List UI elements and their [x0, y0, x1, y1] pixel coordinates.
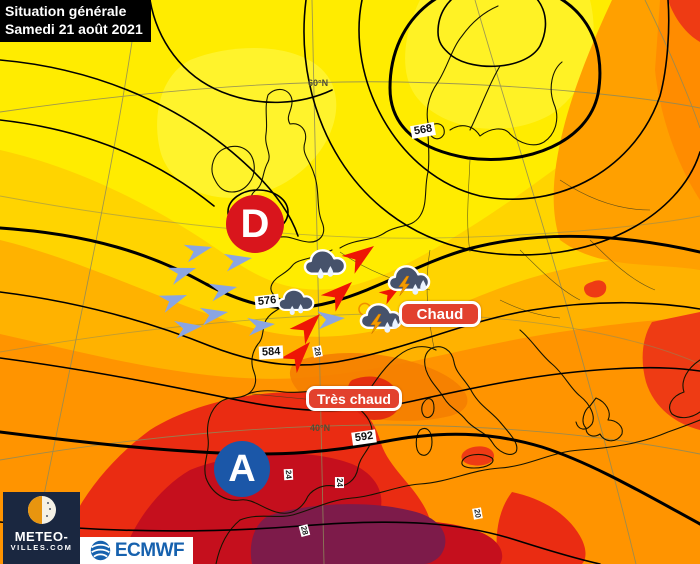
- iso-label-28: 28: [312, 345, 323, 358]
- map-title-block: Situation générale Samedi 21 août 2021: [0, 0, 151, 42]
- warm-air-arrows: [280, 246, 400, 374]
- latitude-label-60n: 60°N: [308, 78, 329, 88]
- ecmwf-wordmark: ECMWF: [114, 539, 185, 561]
- meteovilles-logo: METEO- VILLES.COM: [3, 492, 80, 564]
- storm-cloud-icon: [387, 265, 431, 296]
- very-warm-label-text: Très chaud: [317, 390, 391, 407]
- warm-label-text: Chaud: [416, 305, 464, 323]
- sun-storm-cloud-icon: [358, 302, 403, 334]
- meteovilles-sun-moon-icon: [27, 496, 56, 524]
- iso-label-20: 20: [472, 507, 483, 520]
- latitude-label-40n: 40°N: [310, 423, 331, 433]
- map-title: Situation générale: [5, 3, 127, 19]
- iso-label-24: 24: [334, 477, 344, 488]
- cool-air-arrows: [158, 244, 345, 339]
- contour-label-584: 584: [258, 345, 284, 360]
- meteovilles-wordmark: METEO-: [14, 529, 69, 544]
- warm-label: Chaud: [399, 301, 481, 327]
- depression-letter: D: [240, 201, 270, 246]
- depression-symbol: D: [226, 195, 284, 253]
- meteovilles-wordmark-sub: VILLES.COM: [10, 543, 73, 552]
- coastlines: [204, 5, 700, 564]
- anticyclone-symbol: A: [214, 441, 270, 497]
- rain-cloud-icon: [277, 288, 315, 316]
- map-date: Samedi 21 août 2021: [5, 21, 143, 37]
- very-warm-label: Très chaud: [306, 386, 402, 411]
- ecmwf-globe-icon: [90, 540, 111, 561]
- iso-label-24: 24: [283, 468, 294, 481]
- anticyclone-letter: A: [228, 447, 256, 490]
- ecmwf-logo: ECMWF: [80, 537, 193, 564]
- rain-cloud-icon: [303, 249, 347, 279]
